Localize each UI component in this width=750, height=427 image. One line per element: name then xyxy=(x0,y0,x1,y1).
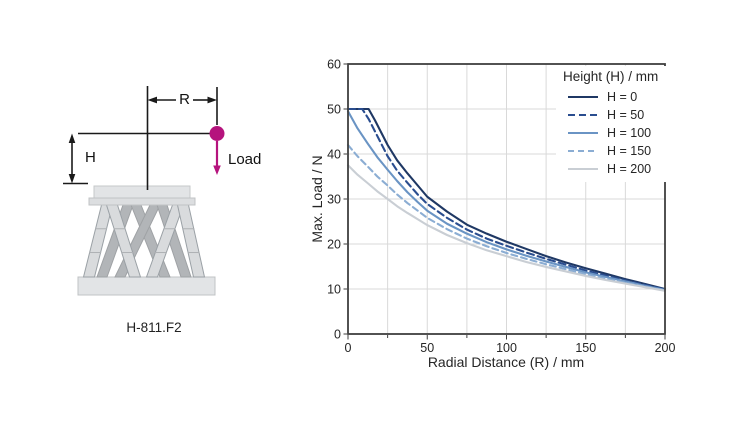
legend-line-sample xyxy=(568,113,598,117)
legend-item-label: H = 50 xyxy=(607,108,645,122)
x-tick-label: 200 xyxy=(655,341,676,355)
legend-item: H = 0 xyxy=(556,88,662,106)
y-tick-label: 0 xyxy=(334,328,341,342)
curve-H=200 xyxy=(346,164,667,292)
load-point-dot xyxy=(209,126,225,141)
x-axis-title: Radial Distance (R) / mm xyxy=(427,354,585,370)
load-arrowhead-icon xyxy=(213,165,221,175)
model-name-label: H-811.F2 xyxy=(126,320,182,335)
curve-H=100 xyxy=(346,110,667,291)
y-tick-label: 20 xyxy=(327,238,341,252)
r-arrowhead-left-icon xyxy=(147,96,157,104)
x-tick-label: 0 xyxy=(345,341,352,355)
dimension-lines xyxy=(63,86,218,190)
y-axis-title: Max. Load / N xyxy=(309,155,325,243)
x-tick-label: 100 xyxy=(496,341,517,355)
dimension-arrowheads xyxy=(68,96,217,184)
legend-item: H = 100 xyxy=(556,124,662,142)
radius-dimension-label: R xyxy=(179,91,190,108)
legend-line-sample xyxy=(568,131,598,135)
legend-item: H = 150 xyxy=(556,142,662,160)
hexapod-top-plate xyxy=(93,185,191,199)
chart-legend: Height (H) / mm H = 0 H = 50 H = 100 H = 15… xyxy=(556,66,666,182)
y-tick-label: 10 xyxy=(327,283,341,297)
legend-item-label: H = 200 xyxy=(607,162,652,176)
legend-item: H = 50 xyxy=(556,106,662,124)
load-label: Load xyxy=(228,151,262,168)
plot-border xyxy=(347,63,666,335)
legend-line-sample xyxy=(568,95,598,99)
x-tick-label: 50 xyxy=(420,341,434,355)
legend-item-label: H = 150 xyxy=(607,144,652,158)
hexapod-base xyxy=(77,276,216,296)
y-tick-label: 40 xyxy=(327,148,341,162)
legend-item-label: H = 100 xyxy=(607,126,652,140)
y-tick-label: 50 xyxy=(327,103,341,117)
x-tick-label: 150 xyxy=(575,341,596,355)
legend-line-sample xyxy=(568,167,598,171)
curve-H=50 xyxy=(346,107,667,291)
legend-item: H = 200 xyxy=(556,160,662,178)
height-dimension-label: H xyxy=(85,149,96,166)
legend-rows: H = 0 H = 50 H = 100 H = 150 H = 200 xyxy=(556,88,662,178)
curve-H=0 xyxy=(346,107,667,291)
hexapod-struts xyxy=(82,204,206,278)
y-tick-label: 30 xyxy=(327,193,341,207)
y-tick-label: 60 xyxy=(327,58,341,72)
load-marker xyxy=(209,126,225,175)
curve-H=150 xyxy=(346,143,667,292)
hexapod-top-lip xyxy=(88,197,196,206)
legend-title: Height (H) / mm xyxy=(563,69,659,84)
r-arrowhead-right-icon xyxy=(207,96,217,104)
legend-item-label: H = 0 xyxy=(607,90,638,104)
chart-plot-area: 0 50 100 150 200 0 10 20 30 40 50 60 xyxy=(327,58,675,356)
hexapod-drawing xyxy=(77,185,216,296)
h-arrowhead-bottom-icon xyxy=(68,174,76,184)
legend-line-sample xyxy=(568,149,598,153)
h-arrowhead-top-icon xyxy=(68,133,76,143)
